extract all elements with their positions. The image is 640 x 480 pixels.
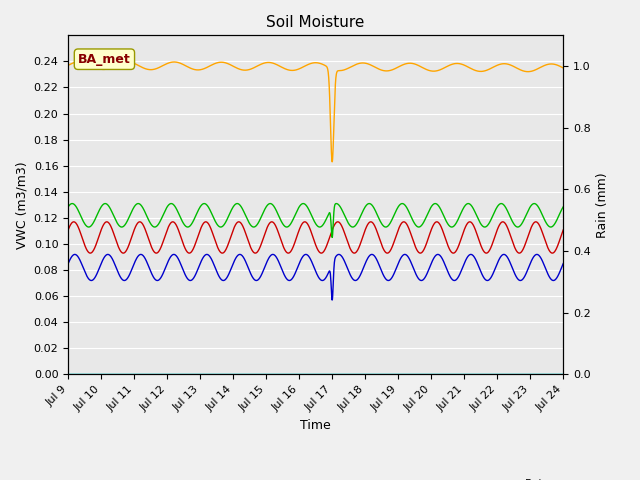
Legend: WCR_VMC1, WCR_Moist2, WCR_Moist3, Theta_moist, Rain: WCR_VMC1, WCR_Moist2, WCR_Moist3, Theta_… — [77, 475, 554, 480]
Title: Soil Moisture: Soil Moisture — [266, 15, 365, 30]
X-axis label: Time: Time — [300, 419, 331, 432]
Text: BA_met: BA_met — [78, 53, 131, 66]
Y-axis label: Rain (mm): Rain (mm) — [596, 172, 609, 238]
Y-axis label: VWC (m3/m3): VWC (m3/m3) — [15, 161, 28, 249]
